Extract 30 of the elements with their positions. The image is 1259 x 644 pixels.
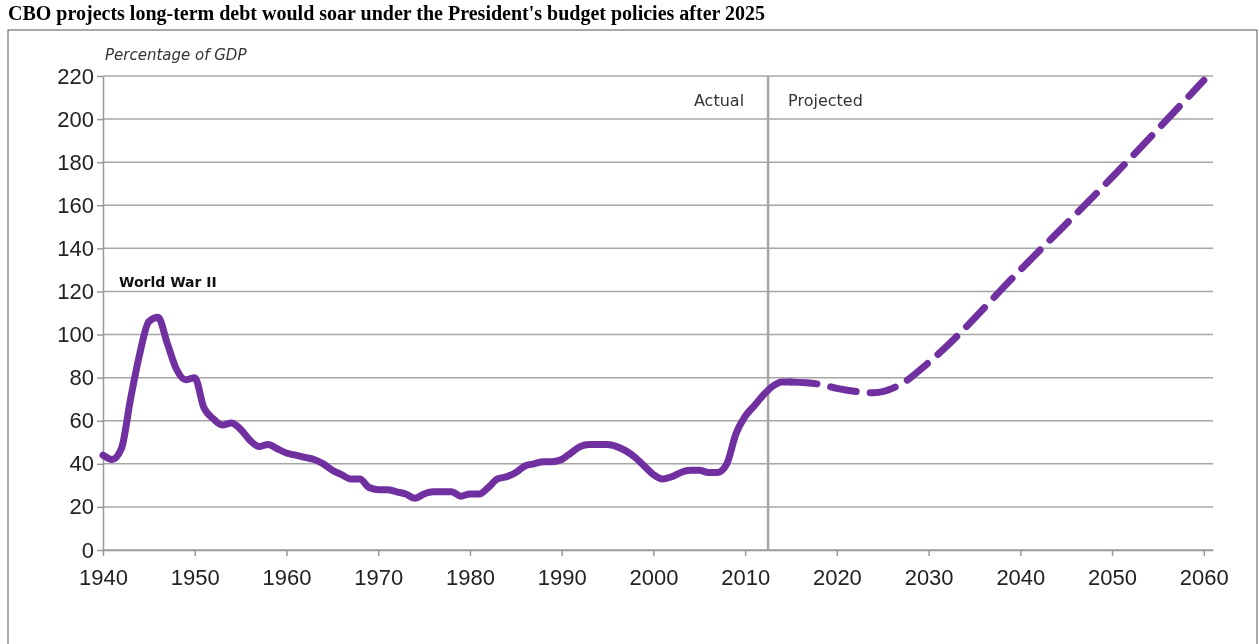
x-tick-label: 2060: [1179, 565, 1229, 591]
x-tick-label: 2050: [1088, 565, 1138, 591]
x-tick-label: 1960: [262, 565, 312, 591]
x-tick-label: 2000: [629, 565, 679, 591]
x-tick-label: 2010: [721, 565, 771, 591]
x-tick-label: 1950: [170, 565, 220, 591]
y-tick-label: 200: [57, 106, 94, 132]
y-tick-label: 160: [57, 192, 94, 218]
x-tick-label: 2020: [812, 565, 862, 591]
x-tick-label: 2030: [904, 565, 954, 591]
y-tick-label: 80: [69, 365, 94, 391]
y-tick-label: 0: [81, 537, 94, 563]
y-tick-label: 20: [69, 494, 94, 520]
x-tick-label: 1980: [445, 565, 495, 591]
annotation: World War II: [119, 274, 217, 291]
annotation: Actual: [693, 91, 745, 110]
chart-title: CBO projects long-term debt would soar under the President's budget policies after 2025: [8, 2, 766, 25]
x-tick-label: 1940: [79, 565, 128, 591]
y-tick-label: 140: [57, 235, 94, 261]
y-tick-label: 120: [57, 278, 94, 304]
annotation: Projected: [788, 91, 863, 110]
x-tick-label: 2040: [996, 565, 1046, 591]
x-tick-label: 1970: [354, 565, 404, 591]
y-tick-label: 40: [69, 451, 94, 477]
x-tick-label: 1990: [537, 565, 587, 591]
y-axis-title: Percentage of GDP: [105, 46, 248, 64]
y-tick-label: 60: [69, 408, 94, 434]
y-tick-label: 180: [57, 149, 94, 175]
y-tick-label: 220: [57, 63, 94, 89]
y-tick-label: 100: [57, 322, 94, 348]
